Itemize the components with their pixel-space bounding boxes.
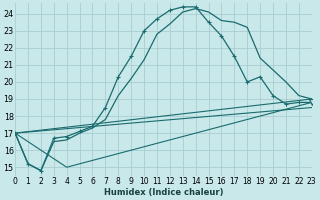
X-axis label: Humidex (Indice chaleur): Humidex (Indice chaleur) [104, 188, 223, 197]
